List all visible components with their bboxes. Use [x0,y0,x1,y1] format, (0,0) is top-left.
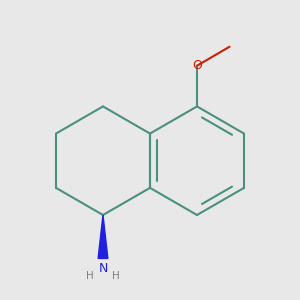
Text: O: O [192,59,202,72]
Text: H: H [112,271,120,281]
Polygon shape [98,215,108,258]
Text: N: N [98,262,108,275]
Text: H: H [86,271,94,281]
